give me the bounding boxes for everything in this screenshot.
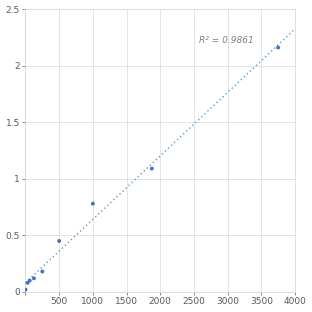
Point	[25, 280, 30, 285]
Point	[32, 276, 37, 281]
Point	[276, 45, 281, 50]
Point	[149, 166, 154, 171]
Point	[57, 238, 62, 243]
Text: R² = 0.9861: R² = 0.9861	[199, 36, 254, 45]
Point	[27, 278, 32, 283]
Point	[23, 287, 28, 292]
Point	[90, 201, 95, 206]
Point	[40, 269, 45, 274]
